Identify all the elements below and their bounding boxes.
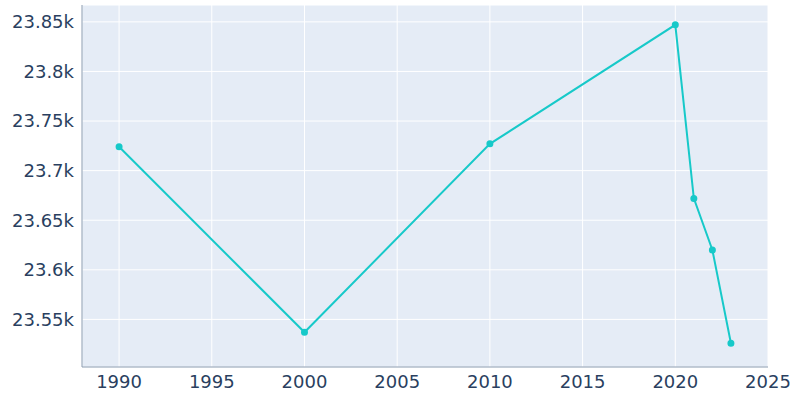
svg-text:23.6k: 23.6k	[23, 259, 74, 280]
svg-text:23.85k: 23.85k	[12, 11, 75, 32]
svg-text:2000: 2000	[282, 371, 328, 392]
svg-text:23.65k: 23.65k	[12, 210, 75, 231]
svg-text:23.8k: 23.8k	[23, 61, 74, 82]
svg-text:2015: 2015	[560, 371, 606, 392]
svg-text:1990: 1990	[96, 371, 142, 392]
svg-text:2020: 2020	[652, 371, 698, 392]
svg-text:2005: 2005	[374, 371, 420, 392]
svg-text:2025: 2025	[745, 371, 791, 392]
svg-text:2010: 2010	[467, 371, 513, 392]
svg-text:23.7k: 23.7k	[23, 160, 74, 181]
svg-text:23.75k: 23.75k	[12, 110, 75, 131]
svg-text:23.55k: 23.55k	[12, 309, 75, 330]
svg-text:1995: 1995	[189, 371, 235, 392]
